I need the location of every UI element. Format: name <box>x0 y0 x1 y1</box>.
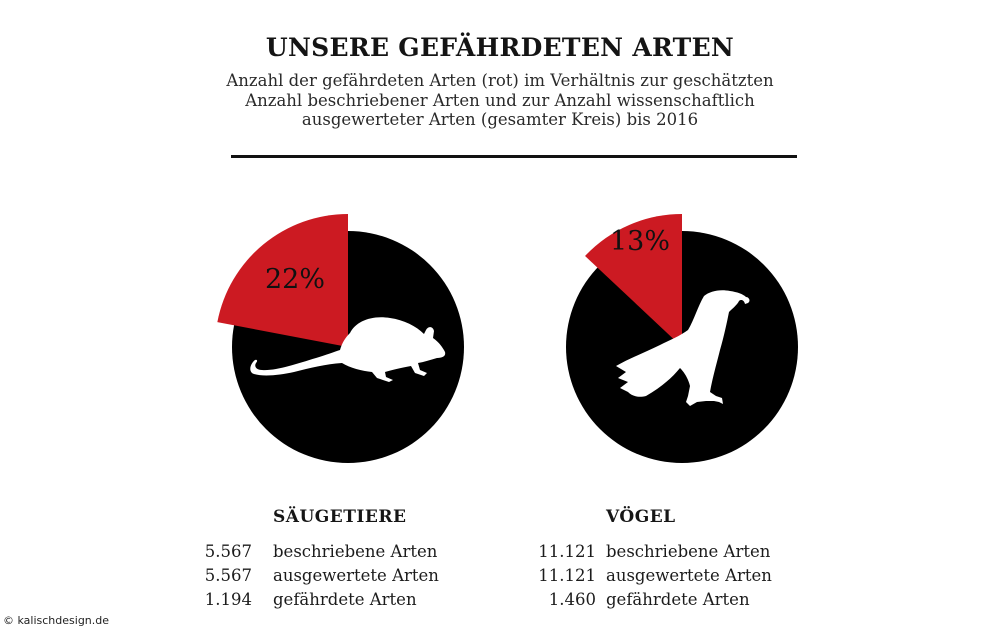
category-title-mammals: SÄUGETIERE <box>273 507 407 527</box>
stat-row: 1.194 gefährdete Arten <box>190 588 490 612</box>
stat-row: 5.567 ausgewertete Arten <box>190 564 490 588</box>
category-title-birds: VÖGEL <box>606 507 676 527</box>
stats-birds: 11.121 beschriebene Arten 11.121 ausgewe… <box>520 540 820 612</box>
eagle-silhouette-icon <box>616 290 750 406</box>
subtitle-line: ausgewerteter Arten (gesamter Kreis) bis… <box>301 110 699 129</box>
stat-value: 1.194 <box>204 590 252 609</box>
pie-chart-mammals: 22% <box>217 214 464 463</box>
pie-slice-threatened <box>585 214 682 347</box>
copyright-credit: © kalischdesign.de <box>3 614 110 627</box>
subtitle-line: Anzahl der gefährdeten Arten (rot) im Ve… <box>226 71 774 90</box>
pie-percent-label: 22% <box>265 264 325 295</box>
stats-mammals: 5.567 beschriebene Arten 5.567 ausgewert… <box>190 540 490 612</box>
stat-value: 5.567 <box>204 566 252 585</box>
stat-row: 5.567 beschriebene Arten <box>190 540 490 564</box>
stat-value: 11.121 <box>538 566 596 585</box>
pie-chart-birds: 13% <box>566 214 798 463</box>
subtitle-line: Anzahl beschriebener Arten und zur Anzah… <box>245 90 755 110</box>
page-title: UNSERE GEFÄHRDETEN ARTEN <box>265 33 735 62</box>
stat-label: ausgewertete Arten <box>273 566 439 585</box>
stat-label: gefährdete Arten <box>606 590 750 609</box>
stat-row: 11.121 beschriebene Arten <box>520 540 820 564</box>
title-divider <box>231 155 797 158</box>
stat-label: beschriebene Arten <box>273 542 438 561</box>
stat-row: 11.121 ausgewertete Arten <box>520 564 820 588</box>
stat-label: beschriebene Arten <box>606 542 771 561</box>
stat-row: 1.460 gefährdete Arten <box>520 588 820 612</box>
subtitle: Anzahl der gefährdeten Arten (rot) im Ve… <box>0 71 1000 130</box>
stat-value: 11.121 <box>538 542 596 561</box>
pie-percent-label: 13% <box>610 226 670 257</box>
stat-label: gefährdete Arten <box>273 590 417 609</box>
mouse-silhouette-icon <box>250 317 446 382</box>
pie-slice-threatened <box>217 214 348 347</box>
stat-value: 5.567 <box>204 542 252 561</box>
stat-label: ausgewertete Arten <box>606 566 772 585</box>
stat-value: 1.460 <box>548 590 596 609</box>
